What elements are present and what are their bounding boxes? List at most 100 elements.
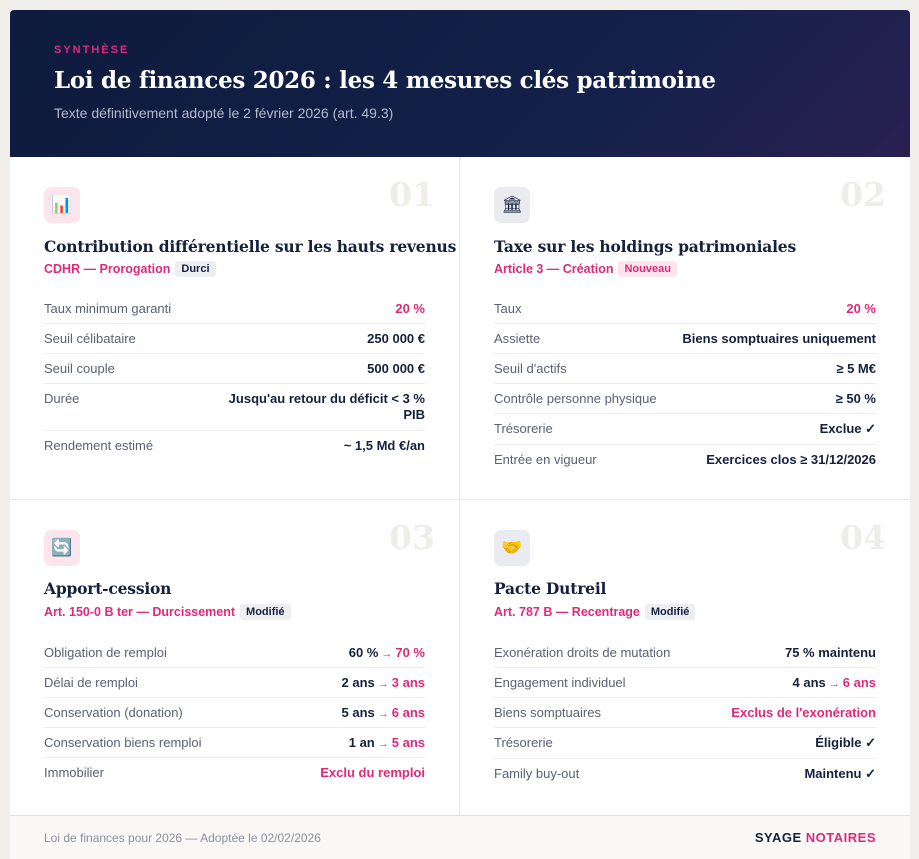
measure-title: Taxe sur les holdings patrimoniales	[494, 237, 796, 256]
row-label: Biens somptuaires	[494, 705, 601, 720]
row-label: Entrée en vigueur	[494, 452, 597, 467]
measure-number: 03	[389, 518, 435, 557]
row-label: Rendement estimé	[44, 438, 154, 453]
value-from: 60 %	[348, 645, 379, 660]
handshake-icon: 🤝	[494, 530, 530, 566]
page-subtitle: Texte définitivement adopté le 2 février…	[54, 105, 394, 121]
bank-icon: 🏛	[494, 187, 530, 223]
row-label: Immobilier	[44, 765, 104, 780]
row-value: 500 000 €	[367, 361, 425, 376]
measure-rows: Taux 20 % Assiette Biens somptuaires uniqu…	[494, 294, 876, 475]
value-from: 1 an	[348, 735, 375, 750]
row-value: 20 %	[395, 301, 425, 316]
row-value: ~ 1,5 Md €/an	[343, 438, 425, 453]
row-label: Taux minimum garanti	[44, 301, 172, 316]
table-row: Seuil couple 500 000 €	[44, 354, 425, 384]
table-row: Assiette Biens somptuaires uniquement	[494, 324, 876, 354]
row-label: Délai de remploi	[44, 675, 138, 690]
eyebrow-label: SYNTHÈSE	[54, 44, 130, 56]
measure-title: Pacte Dutreil	[494, 579, 607, 598]
status-badge: Modifié	[240, 604, 291, 620]
row-value: Exclu du remploi	[320, 765, 425, 780]
arrow-right-icon: →	[377, 708, 389, 720]
brand-logo: SYAGE NOTAIRES	[755, 830, 876, 845]
row-value: Biens somptuaires uniquement	[682, 331, 876, 346]
table-row: Entrée en vigueur Exercices clos ≥ 31/12/…	[494, 445, 876, 475]
table-row: Conservation biens remploi 1 an → 5 ans	[44, 728, 425, 758]
measure-card-dutreil: 04 🤝 Pacte Dutreil Art. 787 B — Recentra…	[460, 500, 910, 815]
table-row: Immobilier Exclu du remploi	[44, 758, 425, 788]
row-value: 4 ans → 6 ans	[793, 675, 877, 690]
row-value: ≥ 5 M€	[836, 361, 876, 376]
table-row: Trésorerie Éligible ✓	[494, 728, 876, 759]
row-value: Exercices clos ≥ 31/12/2026	[706, 452, 876, 467]
row-value: Exclus de l'exonération	[731, 705, 876, 720]
measure-number: 02	[840, 175, 886, 214]
refresh-icon: 🔄	[44, 530, 80, 566]
row-value: Éligible ✓	[815, 735, 876, 750]
table-row: Biens somptuaires Exclus de l'exonération	[494, 698, 876, 728]
measure-subtitle: Article 3 — Création Nouveau	[494, 261, 677, 277]
table-row: Rendement estimé ~ 1,5 Md €/an	[44, 431, 425, 461]
measure-reference: Article 3 — Création	[494, 262, 614, 276]
arrow-right-icon: →	[377, 678, 389, 690]
measure-subtitle: Art. 787 B — Recentrage Modifié	[494, 604, 696, 620]
table-row: Contrôle personne physique ≥ 50 %	[494, 384, 876, 414]
measure-subtitle: CDHR — Prorogation Durci	[44, 261, 216, 277]
value-from: 5 ans	[341, 705, 375, 720]
row-value: 1 an → 5 ans	[349, 735, 425, 750]
measure-rows: Obligation de remploi 60 % → 70 % Délai de …	[44, 638, 425, 788]
status-badge: Durci	[175, 261, 216, 277]
row-value: 75 % maintenu	[784, 645, 876, 660]
bar-chart-icon: 📊	[44, 187, 80, 223]
row-value: 5 ans → 6 ans	[342, 705, 426, 720]
status-badge: Modifié	[644, 604, 696, 620]
page-title: Loi de finances 2026 : les 4 mesures clé…	[54, 67, 716, 94]
status-badge: Nouveau	[618, 261, 677, 277]
value-to: 3 ans	[391, 675, 425, 690]
table-row: Seuil célibataire 250 000 €	[44, 324, 425, 354]
row-label: Assiette	[494, 331, 541, 346]
row-label: Contrôle personne physique	[494, 391, 657, 406]
row-value: 60 % → 70 %	[349, 645, 425, 660]
value-to: 6 ans	[842, 675, 876, 690]
row-label: Durée	[44, 391, 80, 406]
summary-card: SYNTHÈSE Loi de finances 2026 : les 4 me…	[10, 10, 910, 859]
measure-reference: Art. 787 B — Recentrage	[494, 605, 640, 619]
row-label: Conservation biens remploi	[44, 735, 202, 750]
row-value: 2 ans → 3 ans	[342, 675, 426, 690]
table-row: Délai de remploi 2 ans → 3 ans	[44, 668, 425, 698]
measure-title: Contribution différentielle sur les haut…	[44, 237, 457, 256]
row-label: Engagement individuel	[494, 675, 626, 690]
table-row: Taux minimum garanti 20 %	[44, 294, 425, 324]
footer-text: Loi de finances pour 2026 — Adoptée le 0…	[44, 830, 321, 845]
header-banner: SYNTHÈSE Loi de finances 2026 : les 4 me…	[10, 10, 910, 157]
measure-card-apport-cession: 03 🔄 Apport-cession Art. 150-0 B ter — D…	[10, 500, 460, 815]
arrow-right-icon: →	[381, 648, 393, 660]
row-value: ≥ 50 %	[835, 391, 876, 406]
footer: Loi de finances pour 2026 — Adoptée le 0…	[10, 815, 910, 859]
table-row: Exonération droits de mutation 75 % maint…	[494, 638, 876, 668]
measure-reference: Art. 150-0 B ter — Durcissement	[44, 605, 236, 619]
brand-part-1: SYAGE	[754, 830, 802, 845]
measure-card-cdhr: 01 📊 Contribution différentielle sur les…	[10, 157, 460, 500]
row-label: Taux	[494, 301, 522, 316]
value-to: 6 ans	[391, 705, 425, 720]
table-row: Seuil d'actifs ≥ 5 M€	[494, 354, 876, 384]
value-from: 4 ans	[792, 675, 826, 690]
row-label: Seuil célibataire	[44, 331, 136, 346]
measure-number: 04	[840, 518, 886, 557]
brand-part-2: NOTAIRES	[805, 830, 876, 845]
row-label: Seuil couple	[44, 361, 115, 376]
measures-grid: 01 📊 Contribution différentielle sur les…	[10, 157, 910, 815]
row-value: 20 %	[846, 301, 876, 316]
row-value: Maintenu ✓	[804, 766, 876, 781]
row-label: Conservation (donation)	[44, 705, 183, 720]
row-label: Seuil d'actifs	[494, 361, 567, 376]
value-to: 5 ans	[391, 735, 425, 750]
value-from: 2 ans	[341, 675, 375, 690]
table-row: Durée Jusqu'au retour du déficit < 3 % PI…	[44, 384, 425, 431]
row-label: Family buy-out	[494, 766, 580, 781]
measure-rows: Taux minimum garanti 20 % Seuil célibatai…	[44, 294, 425, 461]
measure-card-holdings: 02 🏛 Taxe sur les holdings patrimoniales…	[460, 157, 910, 500]
